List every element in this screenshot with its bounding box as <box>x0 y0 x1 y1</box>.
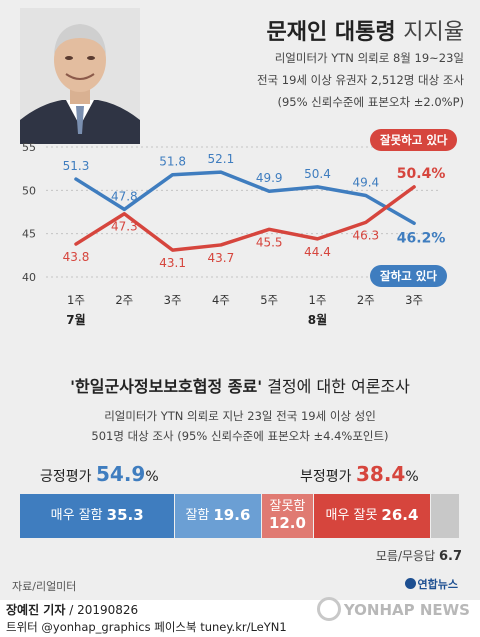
data-label: 49.4 <box>352 176 379 190</box>
data-label: 52.1 <box>208 152 235 166</box>
negative-total: 부정평가 38.4% <box>300 462 419 486</box>
author-name: 장예진 기자 <box>6 603 66 617</box>
data-label: 46.3 <box>352 228 379 242</box>
chart-title: 문재인 대통령 지지율 <box>266 14 464 46</box>
bar-label: 매우 잘함 <box>50 507 103 523</box>
data-label: 49.9 <box>256 171 283 185</box>
logo-small-text: 연합뉴스 <box>417 578 458 591</box>
bar-label: 매우 잘못 <box>325 507 378 523</box>
bar-label: 잘함 <box>185 507 210 523</box>
data-label: 43.8 <box>63 250 90 264</box>
survey-desc-2: 501명 대상 조사 (95% 신뢰수준에 표본오차 ±4.4%포인트) <box>91 429 389 443</box>
x-tick-label: 3주 <box>405 293 423 307</box>
yonhap-globe-icon <box>404 578 416 589</box>
bar-value: 35.3 <box>106 506 144 525</box>
watermark-text: YONHAP NEWS <box>343 601 470 619</box>
survey-title-rest: 결정에 대한 여론조사 <box>262 377 410 396</box>
series-line-disapprove <box>74 185 416 252</box>
bar-bad: 잘못함 12.0 <box>261 494 314 538</box>
month-label: 8월 <box>308 312 327 327</box>
legend-disapprove: 잘못하고 있다 <box>370 129 458 151</box>
undecided: 모름/무응답 6.7 <box>376 547 462 564</box>
legend-approve: 잘하고 있다 <box>370 265 447 287</box>
positive-value: 54.9 <box>95 462 146 486</box>
y-tick-label: 40 <box>22 271 36 284</box>
positive-label: 긍정평가 <box>40 469 92 485</box>
author-line: 장예진 기자 / 20190826 <box>6 601 138 618</box>
survey-title: '한일군사정보보호협정 종료' 결정에 대한 여론조사 <box>0 373 480 397</box>
x-tick-label: 4주 <box>212 293 230 307</box>
bar-undecided <box>430 494 459 538</box>
y-tick-label: 45 <box>22 228 36 241</box>
title-bold: 문재인 대통령 <box>266 20 396 45</box>
x-tick-label: 5주 <box>260 293 278 307</box>
subtitle-line-3: (95% 신뢰수준에 표본오차 ±2.0%P) <box>277 95 464 109</box>
yonhap-small-logo: 연합뉴스 <box>404 576 458 592</box>
survey-desc-1: 리얼미터가 YTN 의뢰로 지난 23일 전국 19세 이상 성인 <box>104 409 376 423</box>
x-tick-label: 3주 <box>164 293 182 307</box>
y-tick-label: 50 <box>22 184 36 197</box>
bar-very-bad: 매우 잘못 26.4 <box>314 494 430 538</box>
undecided-value: 6.7 <box>438 549 462 564</box>
social-line: 트위터 @yonhap_graphics 페이스북 tuney.kr/LeYN1 <box>6 620 287 634</box>
yonhap-watermark: YONHAP NEWS <box>316 597 470 621</box>
data-label: 47.3 <box>111 220 138 234</box>
subtitle-line-2: 전국 19세 이상 유권자 2,512명 대상 조사 <box>256 73 464 87</box>
bar-very-good: 매우 잘함 35.3 <box>20 494 175 538</box>
negative-unit: % <box>405 469 419 485</box>
survey-title-quote: '한일군사정보보호협정 종료' <box>70 377 263 396</box>
x-tick-label: 1주 <box>309 293 327 307</box>
negative-value: 38.4 <box>355 462 406 486</box>
y-tick-label: 55 <box>22 141 36 154</box>
data-label: 50.4% <box>397 166 446 182</box>
source-note: 자료/리얼미터 <box>12 580 77 593</box>
series-line-approve <box>74 170 416 226</box>
negative-label: 부정평가 <box>300 469 352 485</box>
data-label: 47.8 <box>111 189 138 203</box>
watermark-globe-icon <box>316 597 341 621</box>
data-label: 45.5 <box>256 235 283 249</box>
x-tick-label: 1주 <box>67 293 85 307</box>
data-label: 50.4 <box>304 167 331 181</box>
bar-value: 12.0 <box>268 513 306 532</box>
subtitle-line-1: 리얼미터가 YTN 의뢰로 8월 19~23일 <box>274 51 464 65</box>
bar-good: 잘함 19.6 <box>175 494 261 538</box>
x-tick-label: 2주 <box>115 293 133 307</box>
bar-value: 19.6 <box>213 506 251 525</box>
positive-unit: % <box>145 469 159 485</box>
president-portrait <box>20 8 140 144</box>
data-label: 51.8 <box>159 155 186 169</box>
bar-label: 잘못함 <box>269 498 306 514</box>
bar-value: 26.4 <box>381 506 419 525</box>
month-label: 7월 <box>66 312 85 327</box>
data-label: 51.3 <box>63 159 90 173</box>
x-tick-label: 2주 <box>357 293 375 307</box>
positive-total: 긍정평가 54.9% <box>40 462 159 486</box>
author-date: / 20190826 <box>65 603 139 617</box>
data-label: 44.4 <box>304 245 331 259</box>
data-label: 43.1 <box>159 256 186 270</box>
data-label: 46.2% <box>397 230 446 246</box>
data-label: 43.7 <box>208 251 235 265</box>
undecided-label: 모름/무응답 <box>375 549 436 563</box>
title-light: 지지율 <box>403 20 464 45</box>
approval-line-chart: 40 45 50 55 1주 2주 3주 4주 5주 1주 2주 3주 7월 8월 51.3 47.8 51.8… <box>22 141 446 327</box>
